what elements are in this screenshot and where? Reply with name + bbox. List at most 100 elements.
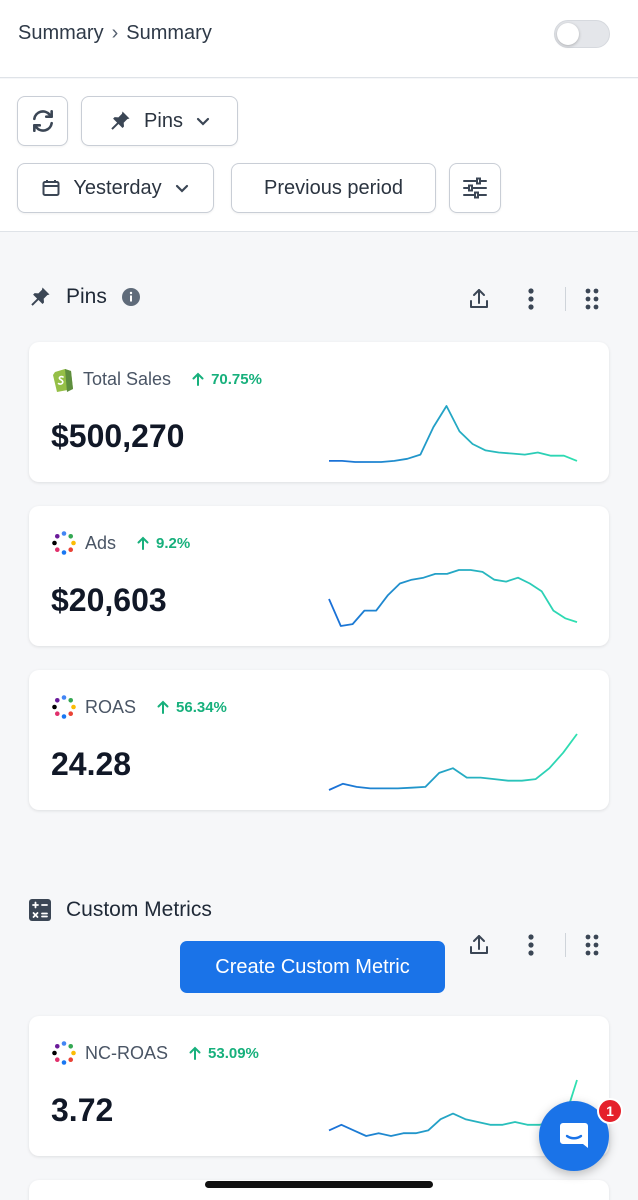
icon-dot [61, 695, 67, 700]
sparkline-total-sales [329, 405, 578, 463]
sparkline-nc-roas [328, 1079, 578, 1137]
top-bar: Summary › Summary [0, 0, 638, 78]
refresh-button[interactable] [17, 96, 68, 146]
kebab-menu-icon [528, 288, 534, 310]
share-icon [470, 935, 488, 954]
sliders-icon [463, 177, 487, 199]
metric-value: 3.72 [51, 1092, 114, 1128]
custom-metrics-actions [453, 929, 610, 961]
sparkline-ads [328, 569, 578, 627]
arrow-up-icon [137, 536, 149, 550]
info-icon[interactable] [121, 287, 141, 307]
icon-dot [52, 1050, 57, 1056]
chevron-down-icon [175, 184, 188, 193]
metric-title: Total Sales [83, 368, 172, 389]
sparkline-path [328, 1079, 578, 1137]
metric-delta-value: 70.75% [211, 370, 262, 388]
chat-bubble-icon [560, 1123, 588, 1148]
metric-value: $500,270 [51, 418, 185, 454]
kebab-menu-icon [528, 934, 534, 956]
create-custom-metric-button[interactable]: Create Custom Metric [180, 941, 445, 993]
icon-dot [68, 1057, 74, 1063]
metric-delta: 9.2% [136, 535, 190, 552]
metric-card-total-sales[interactable]: Total Sales 70.75% $500,270 [29, 342, 609, 482]
drag-grid-icon [585, 934, 599, 956]
icon-dot [54, 1057, 60, 1063]
pins-dropdown-label: Pins [144, 109, 183, 132]
more-options-button[interactable] [505, 929, 557, 961]
drag-handle[interactable] [574, 283, 610, 315]
custom-metrics-title: Custom Metrics [66, 898, 212, 921]
sparkline-roas [328, 733, 578, 791]
home-indicator[interactable] [205, 1181, 433, 1188]
icon-dot [68, 533, 74, 539]
icon-dot [71, 704, 76, 710]
drag-grid-icon [585, 288, 599, 310]
icon-dot [68, 1043, 74, 1049]
icon-dot [68, 547, 74, 553]
icon-dot [71, 1050, 76, 1056]
breadcrumb-first[interactable]: Summary [18, 22, 104, 44]
breadcrumb-separator-icon: › [111, 22, 119, 44]
ads-dots-icon [52, 1041, 76, 1065]
chevron-down-icon [196, 117, 210, 126]
calculator-icon [29, 899, 51, 921]
icon-dot [54, 547, 60, 553]
metric-value: $20,603 [51, 582, 167, 618]
chat-launcher-button[interactable]: 1 [539, 1098, 623, 1171]
icon-dot [61, 1060, 67, 1065]
more-options-button[interactable] [505, 283, 557, 315]
metric-delta: 70.75% [191, 371, 262, 388]
breadcrumb-second: Summary [126, 22, 212, 44]
metric-card-header: ROAS 56.34% [51, 694, 227, 720]
icon-dot [61, 550, 67, 555]
compare-period-label: Previous period [264, 176, 403, 199]
notification-badge: 1 [597, 1098, 623, 1124]
icon-dot [52, 704, 57, 710]
arrow-up-icon [157, 700, 169, 714]
metric-delta-value: 56.34% [176, 698, 227, 716]
metric-delta: 53.09% [188, 1045, 259, 1062]
ads-dots-icon [52, 531, 76, 555]
arrow-up-icon [189, 1046, 201, 1060]
arrow-up-icon [192, 372, 204, 386]
date-range-dropdown[interactable]: Yesterday [17, 163, 214, 213]
sparkline-path [328, 569, 578, 627]
metric-delta: 56.34% [156, 699, 227, 716]
icon-dot [54, 697, 60, 703]
compare-period-button[interactable]: Previous period [231, 163, 436, 213]
filter-settings-button[interactable] [449, 163, 501, 213]
divider [565, 287, 566, 311]
metric-card-nc-roas[interactable]: NC-ROAS 53.09% 3.72 [29, 1016, 609, 1156]
divider [565, 933, 566, 957]
metric-card-header: Total Sales 70.75% [51, 366, 262, 392]
icon-dot [54, 711, 60, 717]
metric-value: 24.28 [51, 746, 132, 782]
pins-dropdown[interactable]: Pins [81, 96, 238, 146]
metric-title: NC-ROAS [85, 1042, 169, 1063]
metric-card-ads[interactable]: Ads 9.2% $20,603 [29, 506, 609, 646]
icon-dot [61, 531, 67, 536]
filters-bar: Pins Yesterday Previous period [0, 79, 638, 232]
breadcrumb: Summary › Summary [18, 22, 212, 45]
metric-title: Ads [85, 532, 117, 553]
ads-dots-icon [52, 695, 76, 719]
share-button[interactable] [453, 929, 505, 961]
metric-card-header: NC-ROAS 53.09% [51, 1040, 259, 1066]
shopify-icon [53, 369, 73, 392]
metric-delta-value: 9.2% [156, 534, 191, 552]
share-icon [470, 289, 488, 308]
icon-dot [61, 714, 67, 719]
icon-dot [61, 1041, 67, 1046]
pin-icon [31, 287, 50, 306]
drag-handle[interactable] [574, 929, 610, 961]
icon-dot [54, 533, 60, 539]
metric-card-roas[interactable]: ROAS 56.34% 24.28 [29, 670, 609, 810]
icon-dot [68, 711, 74, 717]
share-button[interactable] [453, 283, 505, 315]
sparkline-path [328, 733, 578, 791]
pins-section-header: Pins [28, 285, 141, 309]
sparkline-path [329, 405, 578, 463]
theme-toggle[interactable] [554, 20, 610, 48]
pins-section-title: Pins [66, 285, 107, 308]
